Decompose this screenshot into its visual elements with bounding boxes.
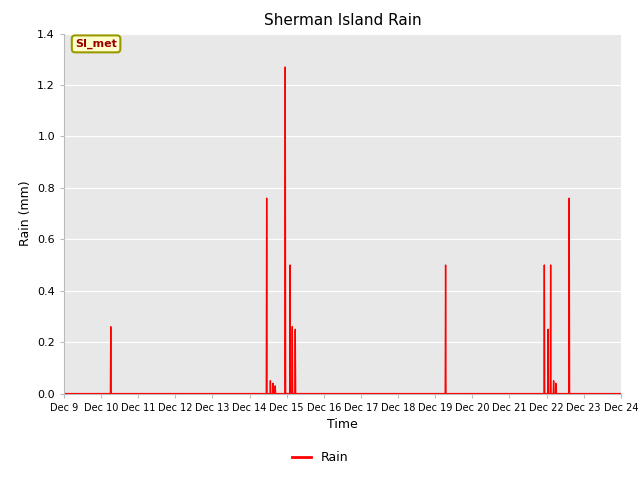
Legend: Rain: Rain xyxy=(287,446,353,469)
X-axis label: Time: Time xyxy=(327,418,358,431)
Title: Sherman Island Rain: Sherman Island Rain xyxy=(264,13,421,28)
Y-axis label: Rain (mm): Rain (mm) xyxy=(19,181,31,246)
Text: SI_met: SI_met xyxy=(75,39,117,49)
